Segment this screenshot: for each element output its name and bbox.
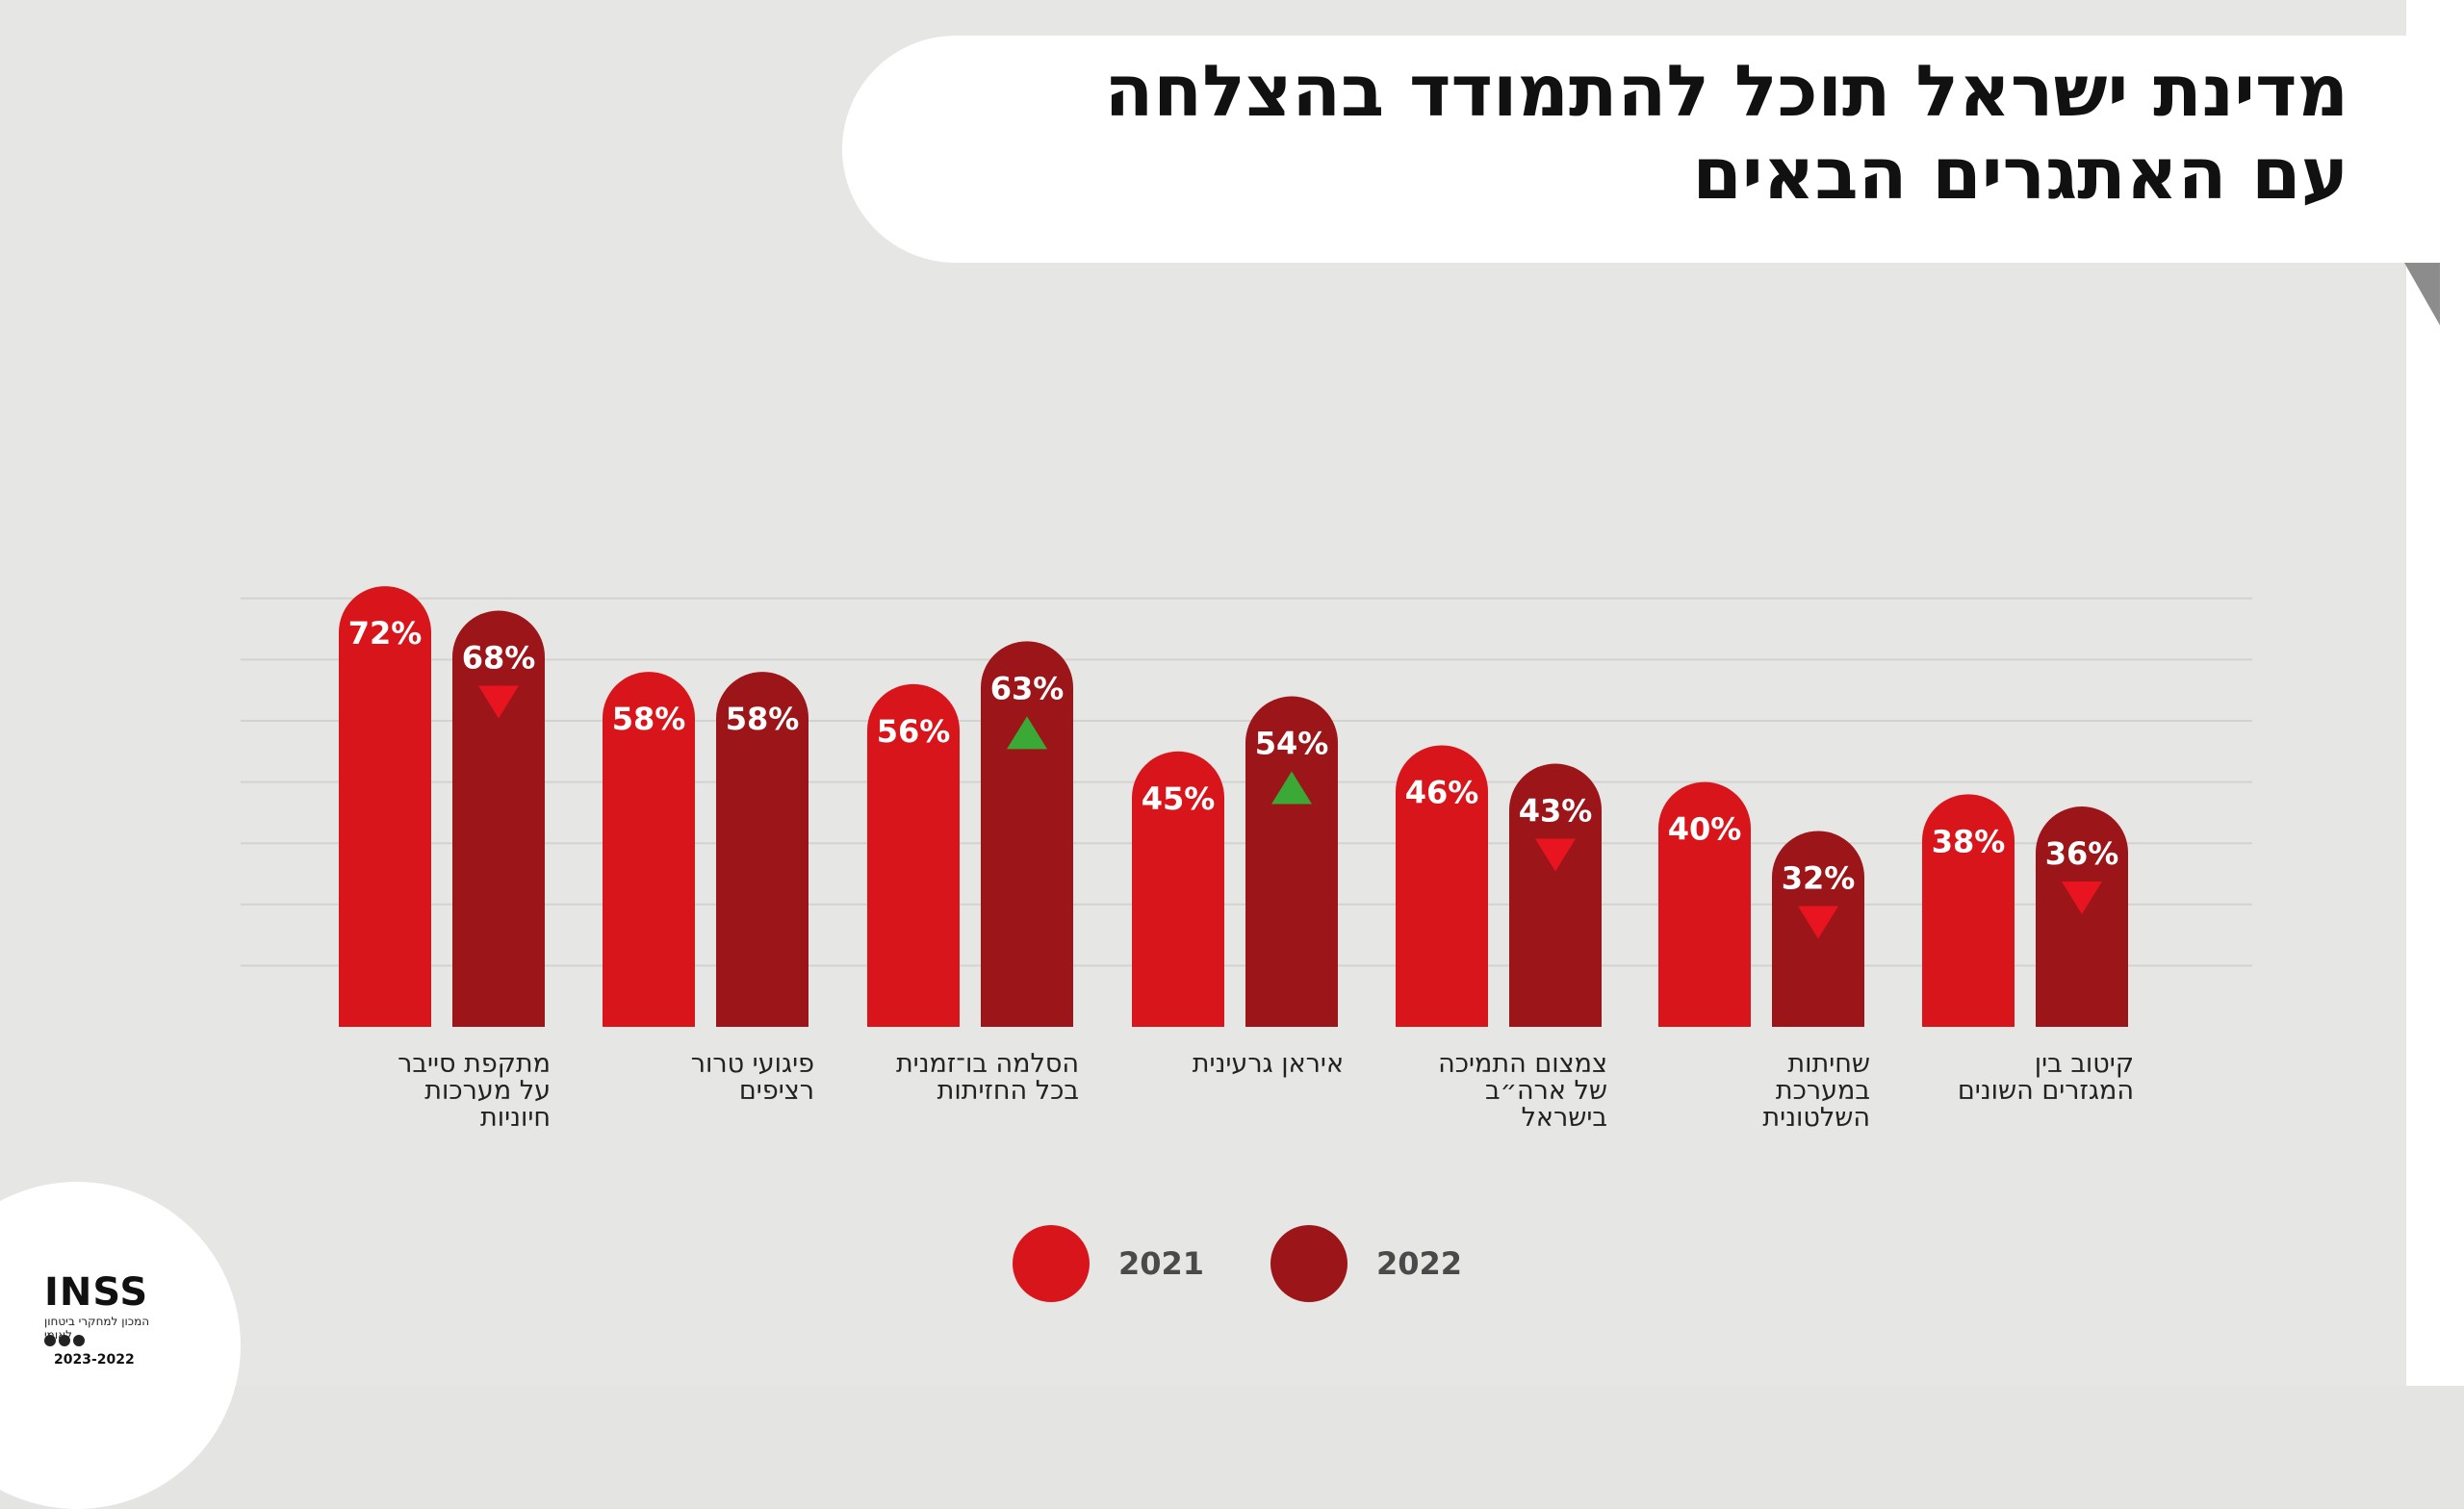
data-label-2021-6: 38% — [1932, 823, 2006, 859]
bar-chart: 72% 68% 58% 58% 56% 63% 45% 54% 46% 43% 40% 32% 38% 3… — [241, 586, 2252, 1027]
bar-2022-1 — [716, 672, 808, 1027]
legend-item-2022: 2022 — [1270, 1225, 1462, 1302]
trend-down-arrow-icon — [2062, 882, 2102, 915]
data-label-2022-2: 63% — [990, 670, 1065, 706]
legend-swatch-2022 — [1270, 1225, 1348, 1302]
bar-2022-6 — [2036, 806, 2128, 1027]
data-label-2021-3: 45% — [1142, 780, 1216, 817]
data-label-2022-4: 43% — [1519, 793, 1593, 830]
trend-down-arrow-icon — [1535, 838, 1576, 872]
data-label-2022-6: 36% — [2045, 835, 2119, 872]
category-label-2: הסלמה בו־זמנית בכל החזיתות — [895, 1049, 1079, 1106]
data-label-2021-4: 46% — [1405, 774, 1479, 810]
logo-circles-icon — [44, 1335, 85, 1346]
data-label-2021-2: 56% — [877, 713, 951, 750]
legend-swatch-2021 — [1013, 1225, 1090, 1302]
legend-label-2022: 2022 — [1376, 1245, 1463, 1282]
logo-years: 2023-2022 — [54, 1352, 135, 1368]
trend-up-arrow-icon — [1007, 716, 1047, 750]
bar-2021-3 — [1132, 751, 1224, 1027]
data-label-2022-1: 58% — [726, 701, 800, 737]
data-label-2022-0: 68% — [462, 640, 536, 677]
data-label-2021-0: 72% — [348, 615, 423, 652]
category-label-6: קיטוב בין המגזרים השונים — [1957, 1049, 2134, 1106]
data-label-2022-5: 32% — [1782, 859, 1856, 896]
bar-2022-0 — [452, 610, 545, 1027]
data-label-2021-5: 40% — [1668, 811, 1742, 848]
title-line-2: עם האתגרים הבאים — [1692, 133, 2348, 216]
title-line-1: מדינת ישראל תוכל להתמודד בהצלחה — [1104, 50, 2348, 133]
data-label-2021-1: 58% — [612, 701, 686, 737]
legend-item-2021: 2021 — [1013, 1225, 1204, 1302]
title-card — [842, 36, 2440, 263]
data-label-2022-3: 54% — [1255, 726, 1329, 762]
legend-label-2021: 2021 — [1118, 1245, 1205, 1282]
bar-2021-4 — [1396, 745, 1489, 1027]
category-label-5: שחיתות במערכת השלטונית — [1762, 1049, 1870, 1133]
bar-2021-1 — [603, 672, 695, 1027]
inss-logo: INSS — [44, 1270, 149, 1315]
title-fold-decoration — [2404, 263, 2440, 325]
bar-2021-2 — [867, 683, 960, 1027]
trend-down-arrow-icon — [478, 685, 519, 719]
bar-2021-6 — [1922, 794, 2015, 1027]
category-label-0: מתקפת סייבר על מערכות חיוניות — [398, 1049, 551, 1133]
bar-2022-4 — [1509, 763, 1602, 1027]
category-label-4: צמצום התמיכה של ארה״ב בישראל — [1438, 1049, 1607, 1133]
trend-up-arrow-icon — [1271, 771, 1312, 805]
trend-down-arrow-icon — [1798, 906, 1838, 939]
bar-2021-0 — [339, 586, 431, 1027]
bar-2021-5 — [1658, 781, 1751, 1027]
bar-2022-3 — [1245, 696, 1338, 1027]
category-label-3: איראן גרעינית — [1192, 1049, 1344, 1079]
bar-2022-2 — [981, 641, 1073, 1027]
category-label-1: פיגועי טרור רציפים — [690, 1049, 814, 1106]
page-title: מדינת ישראל תוכל להתמודד בהצלחה עם האתגר… — [924, 50, 2348, 216]
